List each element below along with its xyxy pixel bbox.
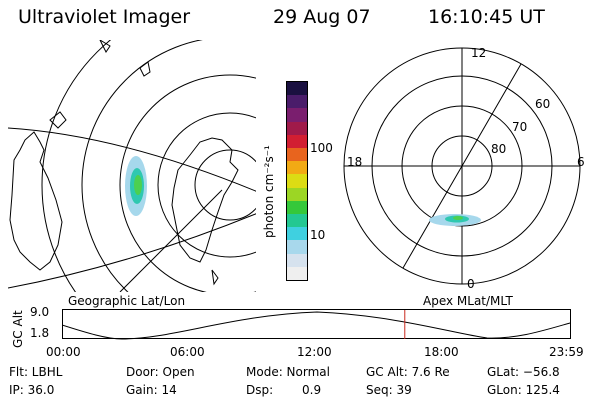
alt-plot-frame	[62, 309, 571, 339]
colorbar-segment	[287, 187, 307, 201]
colorbar-tick-10: 10	[310, 228, 326, 242]
colorbar-segment	[287, 82, 307, 96]
colorbar-segment	[287, 108, 307, 122]
geographic-map	[8, 40, 256, 292]
status-mode: Mode: Normal	[246, 365, 330, 379]
lat-circle	[81, 40, 204, 292]
colorbar	[286, 81, 308, 281]
alt-xtick-1800: 18:00	[424, 345, 459, 359]
alt-ytick-9: 9.0	[30, 305, 50, 319]
status-seq: Seq: 39	[366, 383, 412, 397]
colorbar-segment	[287, 174, 307, 188]
status-door: Door: Open	[126, 365, 195, 379]
mlt-label-6: 6	[577, 155, 585, 169]
app-title: Ultraviolet Imager	[18, 6, 191, 28]
mlt-label-12: 12	[471, 46, 487, 60]
colorbar-segment	[287, 214, 307, 228]
aurora-core	[134, 175, 142, 195]
lon-line	[8, 127, 256, 192]
lon-line	[119, 189, 223, 292]
coastline	[49, 111, 67, 129]
status-dsp-value: 0.9	[302, 383, 322, 397]
polar-panel-label: Apex MLat/MLT	[423, 294, 513, 308]
alt-xtick-0600: 06:00	[170, 345, 205, 359]
mlat-label-80: 80	[491, 142, 507, 156]
status-gc-alt: GC Alt: 7.6 Re	[366, 365, 450, 379]
status-flt: Flt: LBHL	[9, 365, 63, 379]
alt-ytick-1-8: 1.8	[30, 326, 50, 340]
colorbar-segment	[287, 253, 307, 267]
coastline	[9, 131, 63, 271]
colorbar-segment	[287, 266, 307, 281]
altitude-plot	[62, 309, 571, 340]
colorbar-segment	[287, 134, 307, 149]
lat-circle	[194, 149, 256, 221]
polar-plot	[343, 47, 581, 285]
lat-circle	[157, 112, 256, 258]
lat-circle	[41, 40, 112, 292]
alt-ylabel: GC Alt	[11, 310, 25, 348]
colorbar-segment	[287, 240, 307, 254]
colorbar-tick-100: 100	[310, 141, 333, 155]
time-label: 16:10:45 UT	[428, 6, 545, 28]
colorbar-segment	[287, 200, 307, 215]
status-glon: GLon: 125.4	[487, 383, 560, 397]
status-dsp-label: Dsp:	[246, 383, 274, 397]
mlt-line-diag	[402, 63, 522, 269]
date-label: 29 Aug 07	[273, 6, 371, 28]
alt-xtick-2359: 23:59	[549, 345, 584, 359]
lat-circle	[119, 74, 256, 292]
coastline	[139, 61, 151, 77]
colorbar-label: photon cm⁻²s⁻¹	[262, 145, 276, 238]
status-gain: Gain: 14	[126, 383, 177, 397]
colorbar-segment	[287, 161, 307, 175]
alt-xtick-0000: 00:00	[46, 345, 81, 359]
colorbar-segment	[287, 227, 307, 241]
colorbar-segment	[287, 121, 307, 135]
lon-line	[8, 213, 256, 289]
mlt-label-18: 18	[347, 155, 363, 169]
colorbar-segment	[287, 95, 307, 109]
mlt-label-0: 0	[467, 277, 475, 291]
mlat-label-60: 60	[535, 97, 551, 111]
alt-curve	[62, 311, 571, 340]
status-glat: GLat: −56.8	[487, 365, 560, 379]
colorbar-segment	[287, 148, 307, 162]
coastline	[171, 137, 239, 263]
alt-xtick-1200: 12:00	[297, 345, 332, 359]
coastline	[211, 269, 219, 286]
aurora-oval-core	[453, 216, 463, 220]
coastline	[99, 40, 111, 53]
geo-panel-label: Geographic Lat/Lon	[68, 294, 186, 308]
status-ip: IP: 36.0	[9, 383, 55, 397]
mlat-label-70: 70	[512, 120, 528, 134]
